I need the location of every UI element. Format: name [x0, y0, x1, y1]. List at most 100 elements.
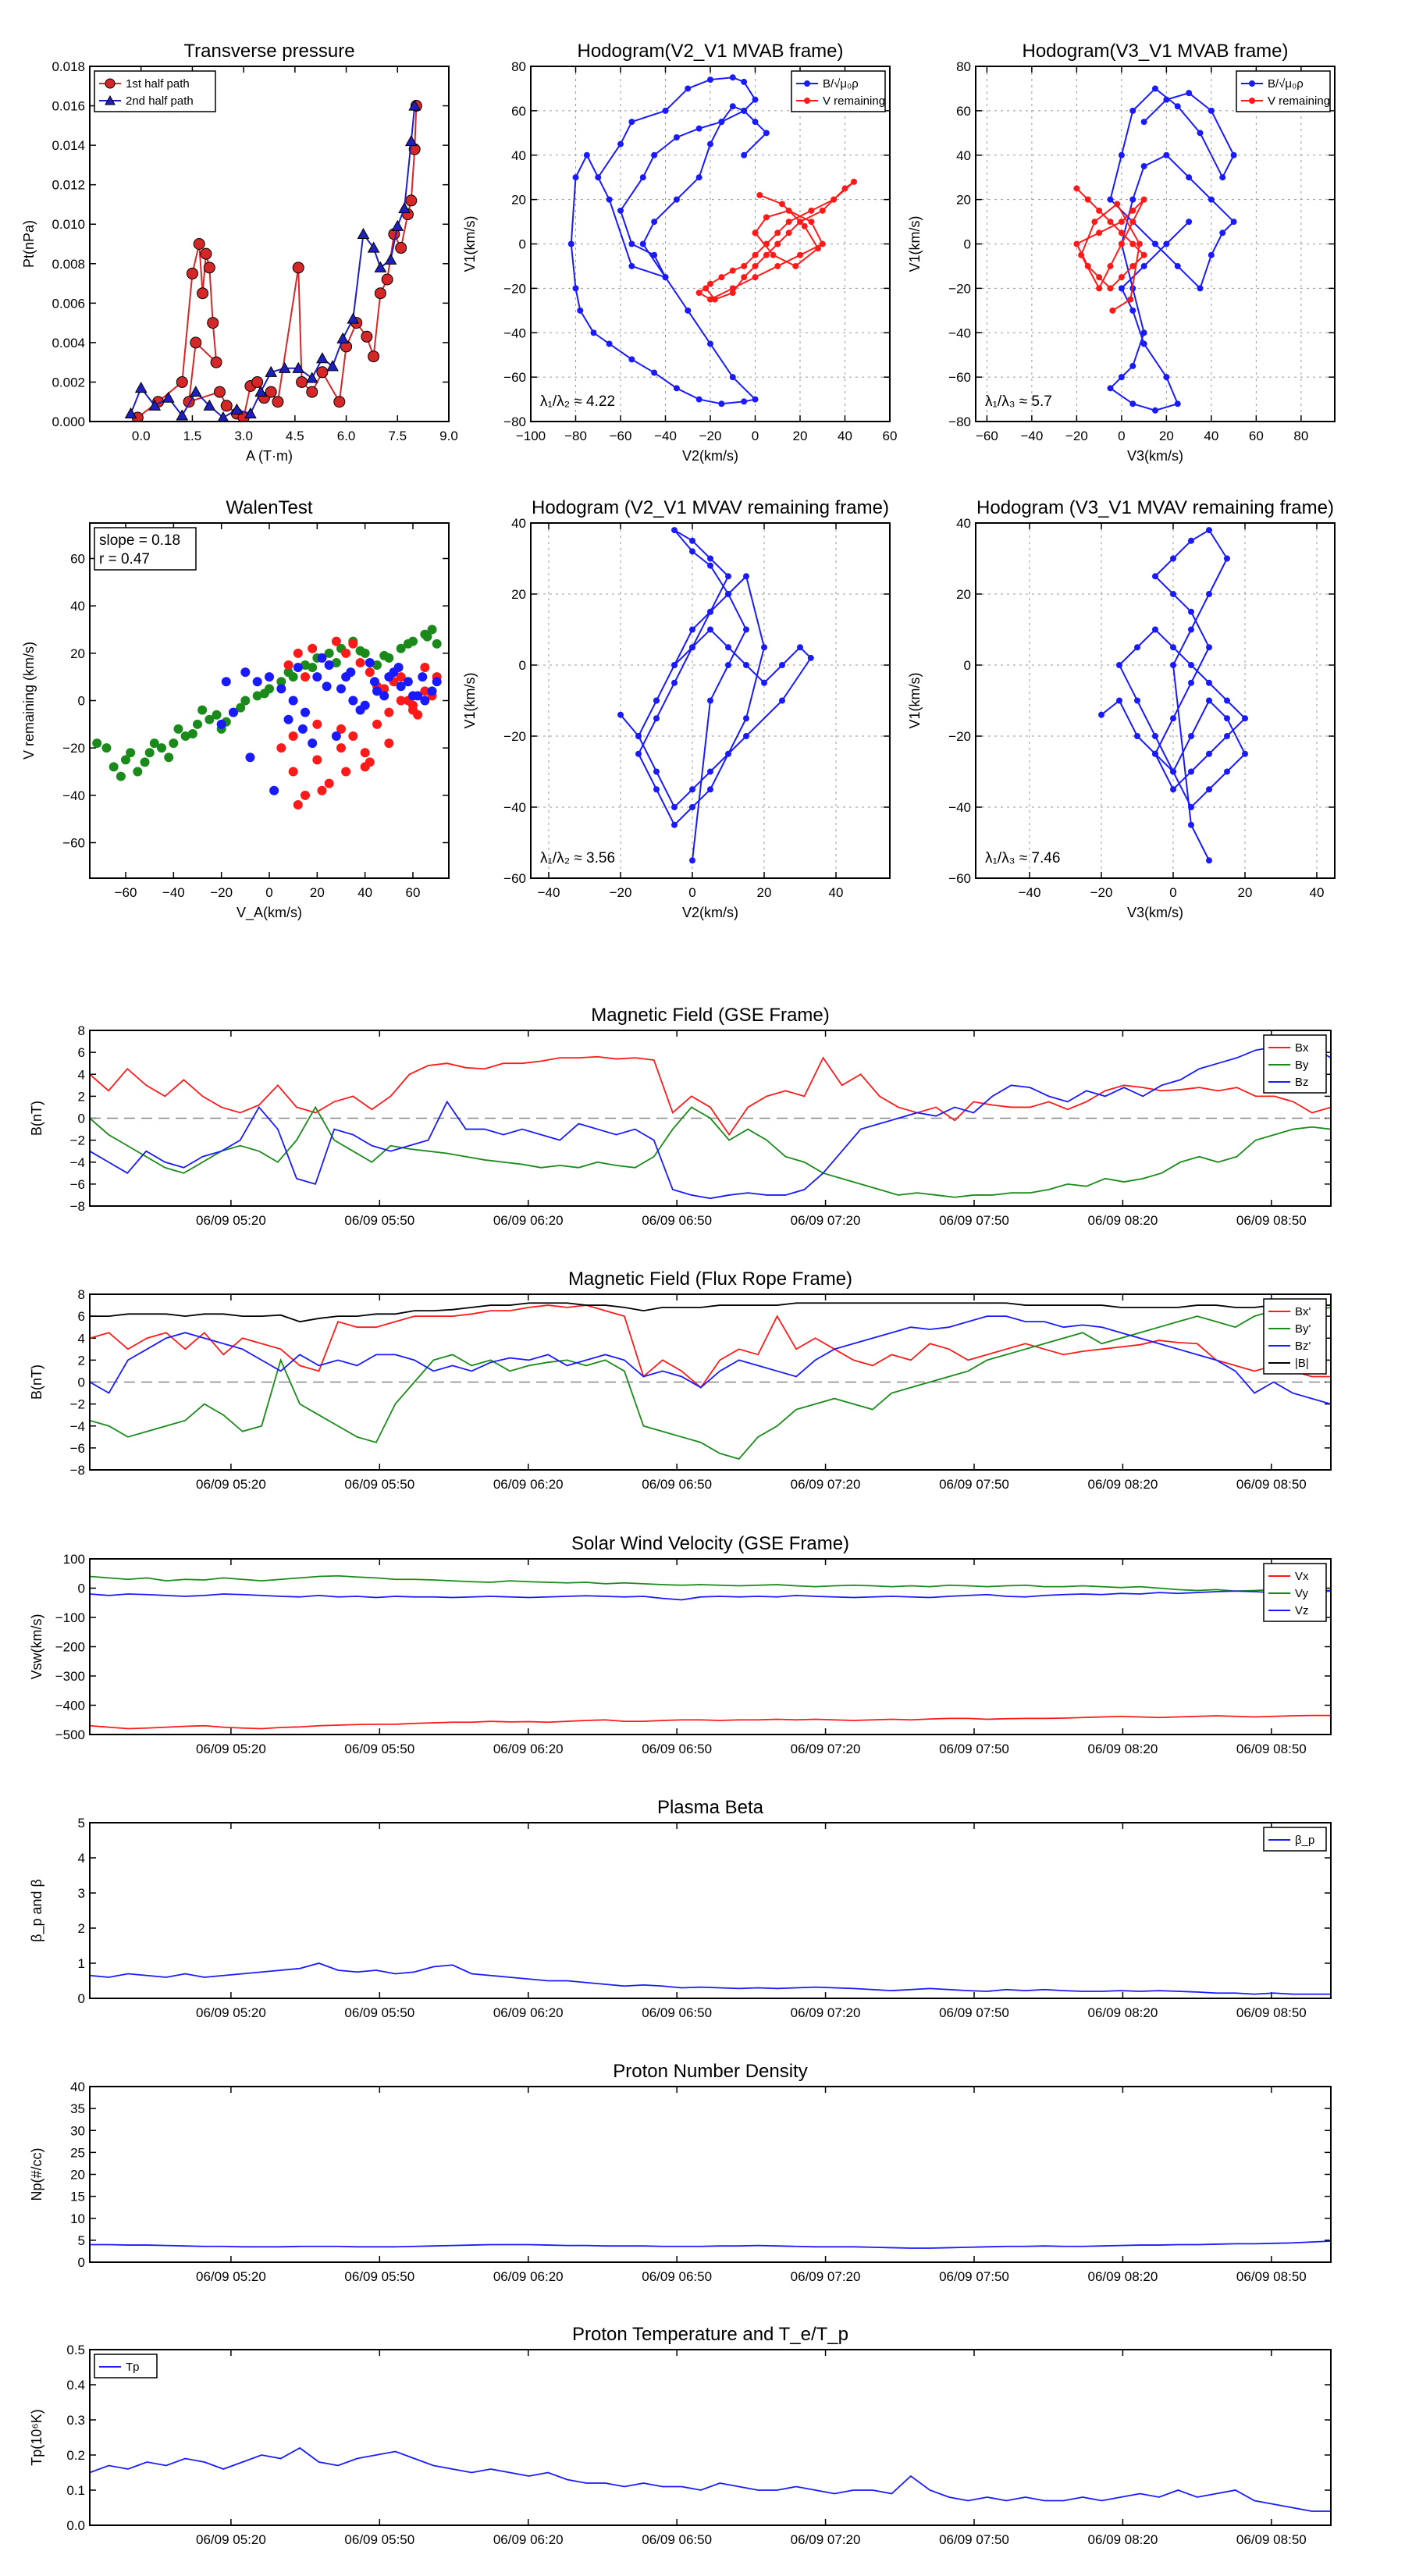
- chart-title: Solar Wind Velocity (GSE Frame): [571, 1533, 849, 1554]
- data-point: [729, 285, 736, 292]
- data-point: [752, 229, 759, 237]
- data-point: [774, 262, 781, 269]
- data-point: [1152, 626, 1158, 633]
- data-point: [365, 667, 375, 678]
- eigen-ratio-annotation: λ₁/λ₂ ≈ 3.56: [540, 850, 615, 866]
- data-point: [312, 755, 322, 765]
- chart-title: Proton Number Density: [613, 2061, 807, 2082]
- data-point: [331, 657, 341, 667]
- chart-title: Hodogram(V3_V1 MVAB frame): [1022, 41, 1288, 62]
- data-point: [427, 686, 437, 696]
- data-point: [360, 748, 370, 758]
- data-point: [725, 644, 731, 651]
- y-tick-label: −40: [503, 326, 526, 340]
- data-point: [306, 386, 318, 398]
- data-point: [707, 608, 713, 615]
- y-axis-label: Vsw(km/s): [29, 1614, 44, 1680]
- y-tick-label: 0.5: [66, 2343, 85, 2357]
- x-tick-label: 0: [1118, 429, 1125, 443]
- x-tick-label: 06/09 07:50: [939, 2532, 1009, 2547]
- y-tick-label: −20: [62, 741, 85, 756]
- x-tick-label: 40: [838, 429, 852, 443]
- data-point: [763, 240, 770, 247]
- data-point: [200, 247, 212, 260]
- data-point: [322, 681, 332, 692]
- x-tick-label: 40: [357, 885, 372, 900]
- data-point: [572, 285, 579, 292]
- data-point: [1197, 130, 1204, 137]
- data-point: [651, 219, 658, 226]
- y-tick-label: −20: [503, 729, 526, 744]
- stats-line: r = 0.47: [99, 551, 150, 568]
- data-point: [1206, 644, 1212, 651]
- eigen-ratio-annotation: λ₁/λ₂ ≈ 4.22: [540, 393, 615, 410]
- data-point: [308, 663, 318, 673]
- chart-hodo4: Hodogram (V3_V1 MVAV remaining frame) −60…: [907, 497, 1336, 920]
- data-point: [1197, 285, 1204, 292]
- data-point: [763, 130, 770, 137]
- chart-title: Proton Temperature and T_e/T_p: [572, 2324, 848, 2345]
- x-tick-label: 80: [1293, 429, 1308, 443]
- chart-bgse: Magnetic Field (GSE Frame) −8 −6 −4 −2 0 2 4 6 8 0…: [29, 1005, 1332, 1228]
- x-tick-label: 0: [688, 885, 695, 900]
- data-point: [133, 767, 143, 777]
- data-point: [379, 684, 389, 694]
- data-point: [1224, 697, 1230, 704]
- data-point: [220, 400, 233, 412]
- data-point: [718, 274, 725, 281]
- legend-label: Vz: [1295, 1604, 1309, 1617]
- y-tick-label: 0: [78, 1991, 85, 2006]
- x-tick-label: −80: [564, 429, 587, 443]
- data-point: [695, 290, 702, 297]
- data-point: [297, 724, 308, 734]
- series-line-β_p: [90, 1962, 1331, 1995]
- y-tick-label: 80: [511, 59, 526, 74]
- data-point: [685, 85, 692, 92]
- axis-frame: [89, 1030, 1332, 1207]
- x-axis-label: V3(km/s): [1127, 448, 1183, 464]
- data-point: [272, 396, 284, 408]
- data-point: [420, 663, 430, 673]
- data-point: [1129, 219, 1136, 226]
- y-tick-label: 0.3: [66, 2413, 85, 2428]
- y-tick-label: −60: [948, 871, 971, 886]
- data-point: [1224, 733, 1230, 739]
- legend-label: Tp: [126, 2361, 140, 2374]
- x-tick-label: 06/09 05:20: [196, 1742, 266, 1756]
- data-point: [283, 660, 293, 670]
- data-point: [1091, 219, 1098, 226]
- data-point: [617, 207, 624, 214]
- data-point: [357, 227, 370, 239]
- legend-marker: [105, 78, 116, 89]
- x-tick-label: 06/09 05:20: [196, 1477, 266, 1492]
- x-tick-label: 40: [1204, 429, 1218, 443]
- data-point: [92, 738, 102, 749]
- data-point: [1174, 103, 1181, 110]
- x-tick-label: 9.0: [439, 429, 458, 443]
- data-point: [278, 361, 291, 373]
- x-tick-label: 4.5: [286, 429, 304, 443]
- data-point: [355, 705, 365, 715]
- eigen-ratio-annotation: λ₁/λ₃ ≈ 7.46: [985, 850, 1060, 866]
- data-point: [276, 743, 286, 753]
- y-tick-label: −8: [70, 1199, 85, 1214]
- x-tick-label: 06/09 06:20: [493, 2005, 564, 2020]
- data-point: [572, 174, 579, 181]
- data-point: [189, 386, 202, 397]
- y-axis-label: Tp(10⁶K): [29, 2409, 44, 2465]
- series-line-Vz: [90, 1589, 1331, 1601]
- data-point: [341, 648, 351, 658]
- data-point: [333, 396, 346, 408]
- data-point: [121, 755, 130, 765]
- legend-label: Bx: [1295, 1041, 1309, 1055]
- y-tick-label: 0: [78, 694, 85, 709]
- data-point: [673, 196, 680, 203]
- data-point: [186, 267, 198, 279]
- data-point: [347, 312, 360, 324]
- x-tick-label: 06/09 08:50: [1236, 1213, 1307, 1228]
- data-point: [144, 748, 155, 758]
- y-tick-label: −80: [948, 415, 971, 429]
- data-point: [707, 141, 713, 148]
- data-point: [662, 107, 669, 114]
- data-point: [1096, 207, 1103, 214]
